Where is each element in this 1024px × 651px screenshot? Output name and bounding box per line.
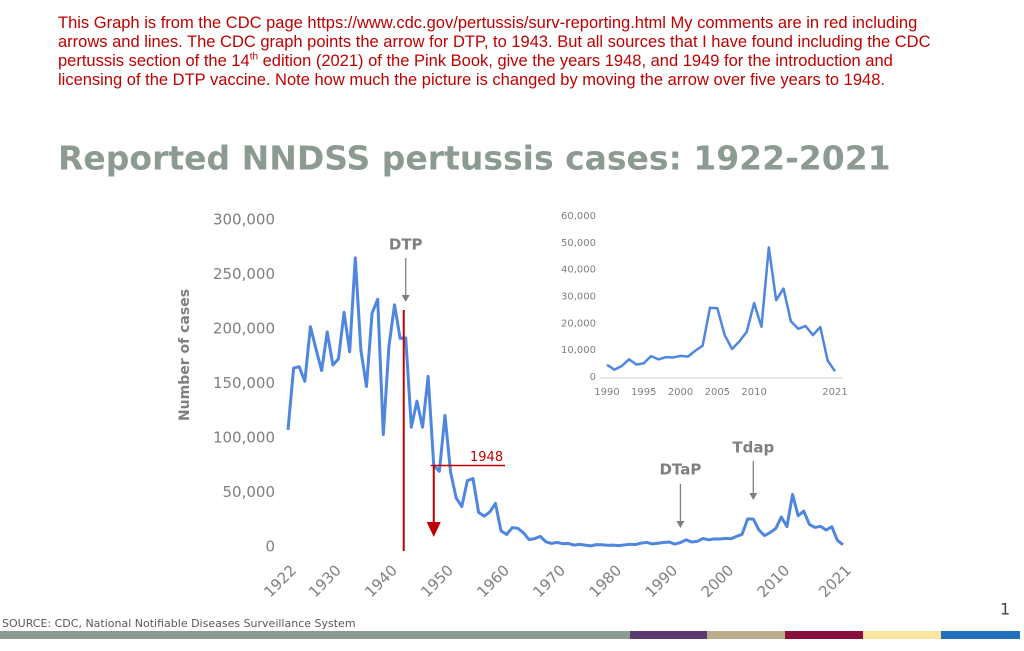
comment: This Graph is from the CDC page https://…	[58, 14, 958, 90]
x-tick-label: 1930	[305, 561, 345, 601]
x-tick-label: 1940	[361, 561, 401, 601]
x-tick-label: 2000	[668, 387, 693, 398]
footer-bar	[941, 631, 1020, 639]
x-tick-label: 2005	[705, 387, 730, 398]
arrow-head	[676, 521, 685, 528]
comment-text: edition (2021) of the Pink Book, give th…	[58, 52, 893, 89]
annotation-label: DTP	[389, 236, 423, 254]
x-tick-label: 2000	[698, 561, 738, 601]
footer-bar	[785, 631, 863, 639]
y-tick-label: 0	[590, 372, 596, 383]
page-number: 1	[1000, 600, 1010, 619]
annotation-label: Tdap	[732, 439, 774, 457]
x-tick-label: 1970	[529, 561, 569, 601]
y-tick-label: 100,000	[213, 429, 275, 447]
y-tick-label: 40,000	[561, 265, 596, 276]
y-tick-label: 10,000	[561, 345, 596, 356]
y-tick-label: 60,000	[561, 211, 596, 222]
red-annotation-label: 1948	[470, 450, 503, 465]
x-tick-label: 1995	[631, 387, 656, 398]
source: SOURCE: CDC, National Notifiable Disease…	[2, 617, 356, 630]
arrow-head	[749, 493, 758, 500]
x-tick-label: 1980	[585, 561, 625, 601]
y-tick-label: 50,000	[223, 483, 276, 501]
y-tick-label: 250,000	[213, 265, 275, 283]
y-tick-label: 50,000	[561, 238, 596, 249]
footer-bar	[0, 631, 630, 639]
footer-bar	[707, 631, 785, 639]
data-line	[286, 256, 844, 548]
x-tick-label: 1922	[260, 561, 300, 601]
x-tick-label: 2010	[754, 561, 794, 601]
x-tick-label: 2021	[815, 561, 855, 601]
annotation-label: DTaP	[659, 461, 701, 479]
x-tick-label: 2021	[822, 387, 847, 398]
x-tick-label: 1950	[417, 561, 457, 601]
x-tick-label: 2010	[741, 387, 766, 398]
y-tick-label: 200,000	[213, 320, 275, 338]
footer-bar	[863, 631, 941, 639]
comment-text: This Graph is from the CDC page https://…	[58, 14, 931, 70]
x-tick-label: 1990	[641, 561, 681, 601]
y-tick-label: 300,000	[213, 211, 275, 229]
y-axis-label: Number of cases	[177, 289, 193, 421]
arrow-head	[401, 295, 410, 302]
x-tick-label: 1990	[594, 387, 619, 398]
x-tick-label: 1960	[473, 561, 513, 601]
y-tick-label: 150,000	[213, 374, 275, 392]
footer-bar	[630, 631, 707, 639]
comment-superscript: th	[249, 51, 259, 63]
y-tick-label: 0	[265, 538, 275, 556]
arrow-head	[426, 522, 441, 537]
data-line	[606, 246, 837, 373]
y-tick-label: 20,000	[561, 318, 596, 329]
y-tick-label: 30,000	[561, 292, 596, 303]
chart-title: Reported NNDSS pertussis cases: 1922-202…	[58, 139, 891, 178]
